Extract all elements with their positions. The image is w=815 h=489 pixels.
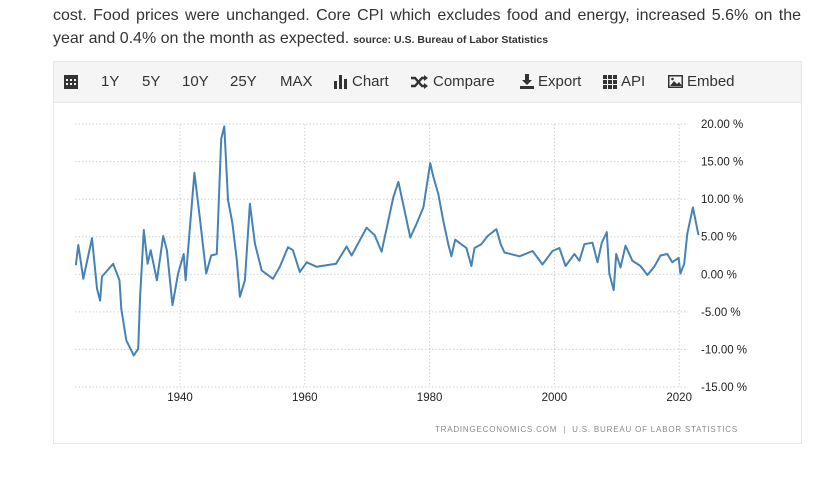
range-5y-button[interactable]: 5Y bbox=[142, 73, 161, 90]
api-button[interactable]: API bbox=[603, 73, 645, 90]
embed-button[interactable]: Embed bbox=[668, 73, 735, 90]
compare-label: Compare bbox=[433, 73, 495, 90]
image-icon bbox=[668, 75, 683, 88]
api-label: API bbox=[621, 73, 646, 90]
chart-widget: 1Y 5Y 10Y 25Y MAX Chart Compare Export A… bbox=[53, 61, 802, 444]
x-tick-label: 2000 bbox=[542, 392, 568, 404]
range-max-button[interactable]: MAX bbox=[280, 73, 313, 90]
chart-toolbar: 1Y 5Y 10Y 25Y MAX Chart Compare Export A… bbox=[54, 62, 801, 103]
y-tick-label: 5.00 % bbox=[701, 232, 737, 244]
y-tick-label: 10.00 % bbox=[701, 194, 743, 206]
range-25y-button[interactable]: 25Y bbox=[230, 73, 257, 90]
y-tick-label: -15.00 % bbox=[701, 382, 747, 394]
export-button[interactable]: Export bbox=[520, 73, 581, 90]
x-tick-label: 2020 bbox=[666, 392, 692, 404]
article-paragraph: cost. Food prices were unchanged. Core C… bbox=[53, 4, 801, 52]
download-icon bbox=[520, 74, 534, 89]
y-tick-label: 15.00 % bbox=[701, 157, 743, 169]
calendar-button[interactable] bbox=[64, 74, 82, 89]
compare-button[interactable]: Compare bbox=[411, 73, 495, 90]
series-line bbox=[74, 125, 700, 357]
y-tick-label: 20.00 % bbox=[701, 119, 743, 131]
source-note: source: U.S. Bureau of Labor Statistics bbox=[353, 34, 549, 46]
y-tick-label: 0.00 % bbox=[701, 269, 737, 281]
shuffle-icon bbox=[411, 74, 428, 89]
x-tick-label: 1960 bbox=[292, 392, 318, 404]
bar-chart-icon bbox=[334, 74, 347, 89]
grid-icon bbox=[603, 74, 617, 89]
y-tick-label: -5.00 % bbox=[701, 307, 741, 319]
x-tick-label: 1940 bbox=[167, 392, 193, 404]
embed-label: Embed bbox=[687, 73, 735, 90]
export-label: Export bbox=[538, 73, 582, 90]
chart-label: Chart bbox=[352, 73, 389, 90]
chart-footer-credit: TRADINGECONOMICS.COM | U.S. BUREAU OF LA… bbox=[435, 425, 738, 434]
range-10y-button[interactable]: 10Y bbox=[182, 73, 209, 90]
x-tick-label: 1980 bbox=[417, 392, 443, 404]
chart-type-button[interactable]: Chart bbox=[334, 73, 389, 90]
range-1y-button[interactable]: 1Y bbox=[101, 73, 120, 90]
y-tick-label: -10.00 % bbox=[701, 344, 747, 356]
article-text: cost. Food prices were unchanged. Core C… bbox=[53, 7, 801, 47]
calendar-icon bbox=[64, 75, 78, 89]
